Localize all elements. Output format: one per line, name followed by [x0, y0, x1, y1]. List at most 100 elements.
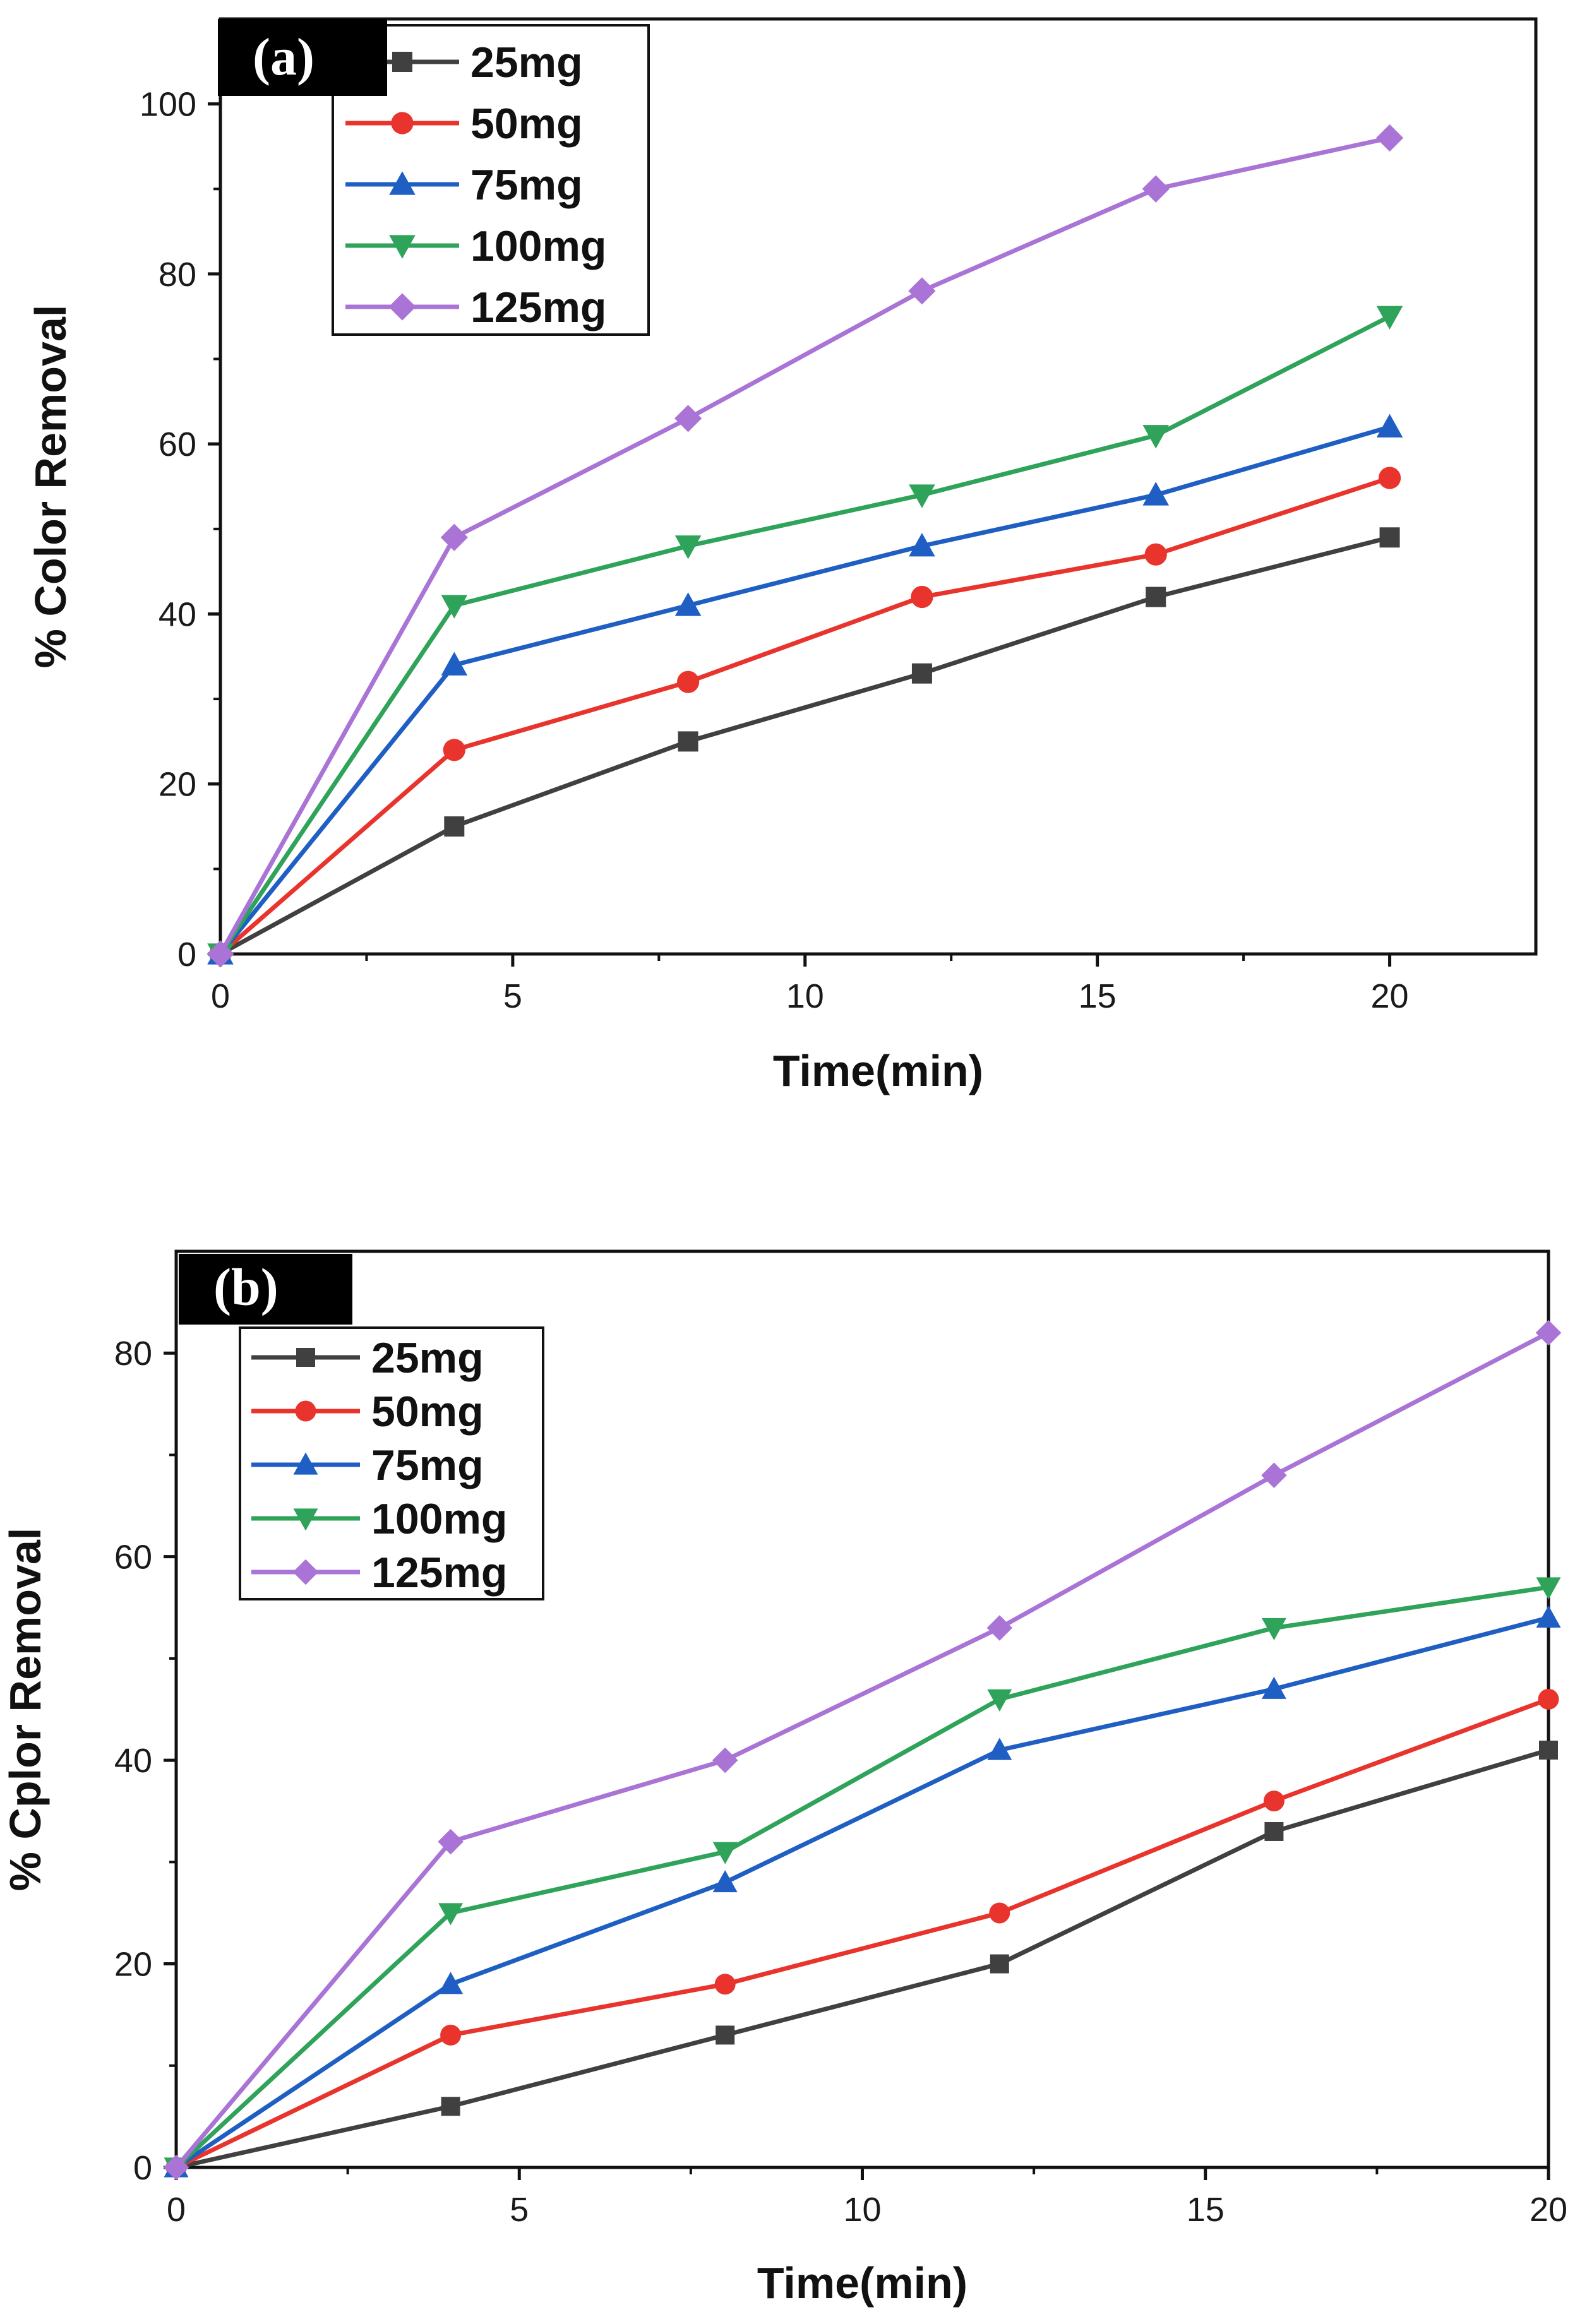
x-axis-title: Time(min) [757, 2258, 967, 2308]
data-point-50mg [989, 1902, 1010, 1924]
data-point-50mg [440, 2024, 462, 2046]
y-tick-label: 60 [114, 1539, 152, 1576]
data-point-100mg [1261, 1618, 1286, 1641]
y-tick-label: 20 [114, 1946, 152, 1984]
legend-label: 100mg [470, 222, 606, 270]
x-tick-label: 20 [1530, 2191, 1567, 2229]
data-point-25mg [441, 2097, 460, 2116]
data-point-50mg [714, 1974, 736, 1995]
panel-tag: (b) [213, 1258, 278, 1317]
data-point-25mg [1146, 587, 1166, 607]
y-tick-label: 0 [177, 936, 196, 974]
x-tick-label: 0 [211, 977, 230, 1015]
plot-frame [219, 17, 1538, 956]
data-point-75mg [1376, 414, 1403, 438]
series-line-100mg [219, 314, 1391, 955]
legend-marker [389, 235, 416, 259]
data-point-125mg [1142, 175, 1170, 203]
data-point-50mg [443, 739, 465, 761]
series-line-25mg [219, 535, 1391, 956]
legend-marker [293, 1452, 318, 1475]
legend-marker [293, 1508, 318, 1531]
data-point-100mg [441, 595, 468, 619]
series-line-50mg [175, 1697, 1550, 2170]
data-point-125mg [908, 277, 936, 305]
data-point-75mg [438, 1972, 464, 1994]
x-tick-label: 10 [786, 977, 824, 1015]
data-point-75mg [909, 532, 935, 557]
series-line-25mg [176, 1748, 1549, 2170]
x-tick-label: 15 [1079, 977, 1117, 1015]
y-tick-label: 0 [133, 2149, 152, 2187]
x-tick-label: 10 [843, 2191, 881, 2229]
data-point-125mg [712, 1747, 738, 1773]
data-point-75mg [1261, 1676, 1286, 1699]
panel-tag: (a) [253, 28, 314, 86]
x-tick-label: 15 [1187, 2191, 1225, 2229]
legend-label: 25mg [371, 1334, 484, 1382]
panel-tag-box [179, 1254, 352, 1325]
data-point-125mg [1375, 124, 1404, 152]
y-tick-label: 40 [159, 595, 196, 633]
data-point-125mg [674, 405, 702, 432]
data-point-75mg [1536, 1605, 1561, 1628]
chart-panel-a: 0 5 10 15 20 0 20 40 60 80 100 Time(min) % Color Rem… [26, 17, 1538, 1095]
data-point-25mg [911, 663, 932, 684]
legend-marker [389, 171, 416, 195]
y-tick-label: 40 [114, 1742, 152, 1780]
x-tick-label: 5 [503, 977, 522, 1015]
legend-label: 25mg [470, 39, 583, 86]
data-point-25mg [1539, 1740, 1558, 1760]
series-line-125mg [218, 136, 1391, 955]
legend-marker [391, 112, 414, 134]
data-point-50mg [1263, 1791, 1285, 1812]
data-point-25mg [444, 816, 465, 837]
data-point-25mg [678, 731, 698, 752]
chart-panel-b: 0 5 10 15 20 0 20 40 60 80 Time(min) % Cplor Remova… [1, 1249, 1567, 2308]
data-point-125mg [1535, 1320, 1562, 1346]
data-point-75mg [712, 1870, 738, 1893]
data-point-100mg [712, 1842, 738, 1864]
data-point-25mg [1379, 527, 1400, 548]
legend-label: 50mg [371, 1388, 484, 1436]
data-point-75mg [441, 652, 468, 676]
data-point-125mg [207, 940, 234, 968]
legend-marker [388, 293, 416, 321]
data-point-125mg [1261, 1462, 1287, 1488]
legend-label: 100mg [371, 1495, 507, 1543]
legend-marker [392, 52, 412, 72]
data-point-100mg [1142, 425, 1170, 449]
data-point-25mg [1264, 1821, 1284, 1841]
data-point-125mg [440, 523, 468, 551]
x-tick-label: 0 [167, 2191, 186, 2229]
data-point-100mg [674, 535, 702, 559]
y-tick-label: 100 [140, 86, 196, 124]
data-point-125mg [163, 2154, 189, 2181]
legend-label: 50mg [470, 100, 583, 148]
series-line-125mg [174, 1330, 1550, 2169]
data-point-75mg [987, 1737, 1012, 1760]
y-tick-label: 20 [159, 766, 196, 804]
series-line-75mg [219, 424, 1391, 956]
x-tick-label: 20 [1371, 977, 1409, 1015]
y-tick-label: 80 [159, 256, 196, 294]
legend-label: 125mg [470, 283, 606, 331]
data-point-25mg [716, 2025, 735, 2045]
legend-label: 75mg [371, 1441, 484, 1489]
data-point-50mg [1538, 1688, 1559, 1710]
legend-marker [292, 1559, 319, 1585]
x-axis-title: Time(min) [773, 1046, 983, 1095]
data-point-100mg [909, 484, 935, 508]
data-point-100mg [987, 1689, 1012, 1712]
data-point-50mg [1144, 543, 1167, 566]
data-point-125mg [438, 1828, 464, 1855]
x-tick-label: 5 [510, 2191, 529, 2229]
data-point-75mg [1142, 482, 1170, 506]
data-point-50mg [1378, 467, 1401, 489]
data-point-75mg [674, 592, 702, 616]
legend-marker [295, 1400, 316, 1422]
data-point-25mg [990, 1954, 1009, 1974]
y-axis-title: % Cplor Removal [1, 1528, 50, 1892]
series-line-100mg [174, 1585, 1549, 2169]
